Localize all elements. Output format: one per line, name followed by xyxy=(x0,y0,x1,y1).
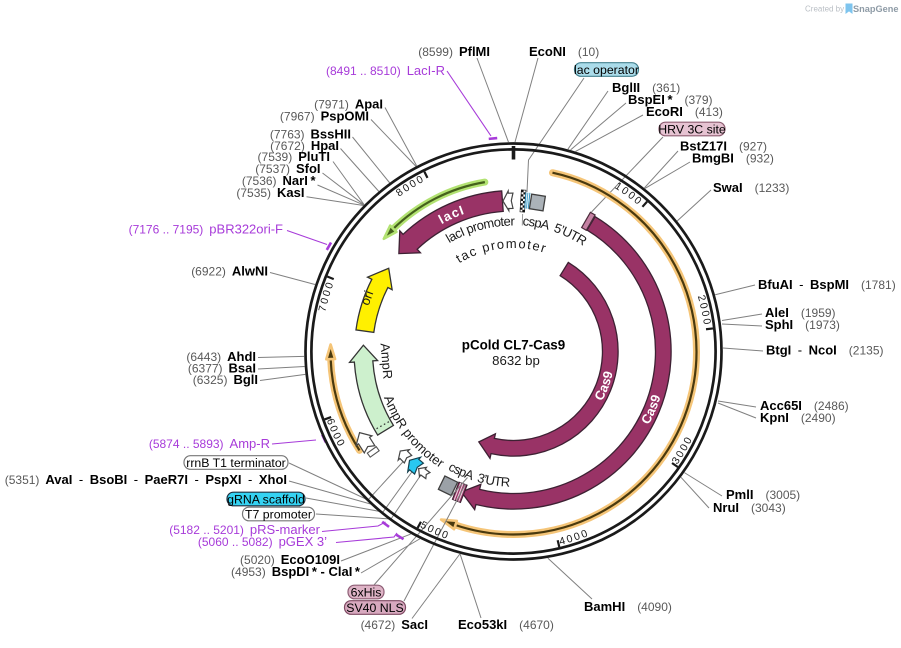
svg-text:(5060 .. 5082) pGEX 3’: (5060 .. 5082) pGEX 3’ xyxy=(198,534,327,549)
svg-text:(6325) BglI: (6325) BglI xyxy=(193,372,258,387)
svg-text:(7971) ApaI: (7971) ApaI xyxy=(314,97,383,112)
svg-text:pCold CL7-Cas9: pCold CL7-Cas9 xyxy=(462,338,565,353)
svg-text:AmpR: AmpR xyxy=(378,343,396,380)
svg-text:(6443) AhdI: (6443) AhdI xyxy=(186,349,256,364)
svg-text:(7763) BssHII: (7763) BssHII xyxy=(270,127,351,142)
svg-text:(7537) SfoI: (7537) SfoI xyxy=(255,161,320,176)
svg-text:(5874 .. 5893) Amp-R: (5874 .. 5893) Amp-R xyxy=(149,436,270,451)
svg-text:(4672) SacI: (4672) SacI xyxy=(361,617,428,632)
svg-text:(4953) BspDI * - ClaI *: (4953) BspDI * - ClaI * xyxy=(231,564,361,579)
svg-text:ori: ori xyxy=(357,288,376,307)
svg-text:(7539) PluTI: (7539) PluTI xyxy=(258,149,330,164)
svg-text:(7672) HpaI: (7672) HpaI xyxy=(270,138,339,153)
svg-text:BtgI - NcoI (2135): BtgI - NcoI (2135) xyxy=(766,343,883,358)
svg-text:EcoRI (413): EcoRI (413) xyxy=(646,104,723,119)
svg-text:8632 bp: 8632 bp xyxy=(492,353,540,368)
svg-text:6xHis: 6xHis xyxy=(351,585,382,599)
svg-text:lac operator: lac operator xyxy=(574,63,639,77)
svg-text:Eco53kI (4670): Eco53kI (4670) xyxy=(458,617,554,632)
svg-text:(7536) NarI *: (7536) NarI * xyxy=(242,173,317,188)
svg-text:gRNA scaffold: gRNA scaffold xyxy=(227,492,305,506)
svg-text:PmlI (3005): PmlI (3005) xyxy=(726,487,800,502)
svg-text:(5182 .. 5201) pRS-marker: (5182 .. 5201) pRS-marker xyxy=(169,522,320,537)
svg-text:(8599) PflMI: (8599) PflMI xyxy=(418,44,490,59)
svg-text:Created by: Created by xyxy=(805,5,844,14)
svg-text:BglII (361): BglII (361) xyxy=(612,80,680,95)
svg-text:SV40 NLS: SV40 NLS xyxy=(346,601,403,615)
svg-text:(5020) EcoO109I: (5020) EcoO109I xyxy=(240,552,340,567)
svg-text:Acc65I (2486): Acc65I (2486) xyxy=(760,398,849,413)
svg-text:(7967) PspOMI: (7967) PspOMI xyxy=(280,109,369,124)
svg-text:(7176 .. 7195) pBR322ori-F: (7176 .. 7195) pBR322ori-F xyxy=(129,222,283,237)
svg-text:BfuAI - BspMI (1781): BfuAI - BspMI (1781) xyxy=(758,277,896,292)
svg-text:SphI (1973): SphI (1973) xyxy=(765,317,840,332)
svg-text:SwaI (1233): SwaI (1233) xyxy=(713,180,789,195)
svg-text:(8491 .. 8510) LacI-R: (8491 .. 8510) LacI-R xyxy=(326,63,445,78)
svg-text:BspEI * (379): BspEI * (379) xyxy=(628,92,713,107)
svg-text:EcoNI (10): EcoNI (10) xyxy=(529,44,599,59)
svg-text:(7535) KasI: (7535) KasI xyxy=(236,185,304,200)
svg-text:BamHI (4090): BamHI (4090) xyxy=(584,599,672,614)
svg-text:HRV 3C site: HRV 3C site xyxy=(658,122,726,136)
svg-text:(5351) AvaI - BsoBI - PaeR7I -: (5351) AvaI - BsoBI - PaeR7I - PspXI - X… xyxy=(5,472,287,487)
svg-text:(6377) BsaI: (6377) BsaI xyxy=(188,361,256,376)
svg-text:SnapGene: SnapGene xyxy=(853,4,898,14)
svg-text:NruI (3043): NruI (3043) xyxy=(713,500,786,515)
svg-text:AleI (1959): AleI (1959) xyxy=(765,305,836,320)
svg-text:BmgBI (932): BmgBI (932) xyxy=(692,151,774,166)
svg-text:(6922) AlwNI: (6922) AlwNI xyxy=(191,264,268,279)
svg-text:BstZ17I (927): BstZ17I (927) xyxy=(680,139,767,154)
svg-text:KpnI (2490): KpnI (2490) xyxy=(760,410,836,425)
svg-text:T7 promoter: T7 promoter xyxy=(245,507,312,521)
svg-text:rrnB T1 terminator: rrnB T1 terminator xyxy=(186,456,286,470)
